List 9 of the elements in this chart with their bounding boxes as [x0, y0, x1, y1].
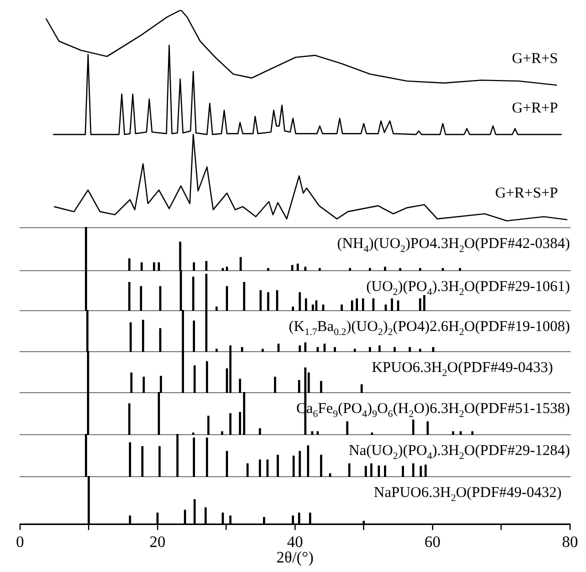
x-tick-label: 40: [287, 534, 303, 551]
x-tick-label: 20: [150, 534, 166, 551]
x-tick-label: 80: [562, 534, 578, 551]
series-label: G+R+S+P: [495, 186, 558, 202]
x-tick-label: 0: [16, 534, 24, 551]
x-axis-title: 2θ/(°): [276, 550, 314, 567]
series-label: G+R+P: [512, 100, 558, 116]
x-tick-label: 60: [424, 534, 440, 551]
series-label: G+R+S: [512, 51, 558, 68]
